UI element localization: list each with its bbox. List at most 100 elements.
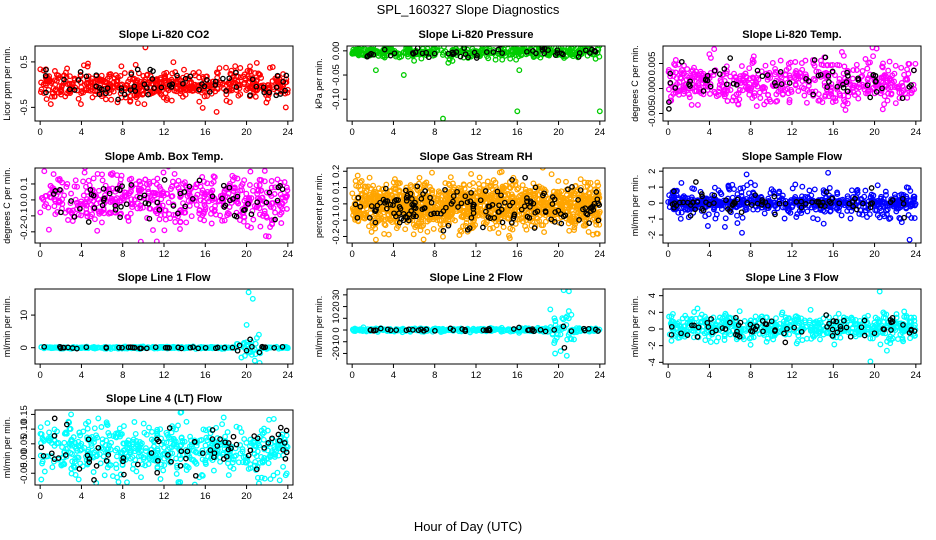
scatter-point: [557, 47, 564, 54]
scatter-point-black: [383, 205, 390, 212]
scatter-point: [568, 51, 574, 58]
scatter-point: [159, 202, 166, 209]
scatter-point: [879, 106, 886, 113]
scatter-point: [505, 192, 512, 199]
scatter-point: [675, 88, 682, 95]
scatter-point-black: [91, 205, 98, 211]
scatter-point-black: [162, 344, 169, 351]
scatter-point: [181, 179, 188, 186]
scatter-point-black: [182, 75, 189, 82]
scatter-point: [806, 187, 813, 194]
scatter-point-black: [414, 183, 421, 190]
scatter-point: [236, 85, 243, 92]
scatter-point-black: [672, 85, 679, 91]
scatter-point: [516, 67, 523, 74]
scatter-point: [815, 97, 822, 104]
scatter-point: [752, 195, 759, 201]
scatter-point: [169, 70, 176, 77]
scatter-point: [84, 213, 91, 220]
scatter-point-black: [366, 215, 373, 221]
scatter-point: [395, 180, 402, 187]
scatter-point-black: [154, 199, 161, 206]
scatter-point-black: [75, 77, 82, 83]
scatter-point: [479, 46, 486, 53]
x-tick-label: 0: [38, 127, 43, 138]
scatter-point-black: [707, 83, 714, 90]
scatter-point: [437, 221, 444, 228]
scatter-point-black: [77, 205, 83, 212]
scatter-point-black: [387, 52, 394, 59]
scatter-point: [850, 67, 857, 74]
scatter-point-black: [151, 85, 157, 91]
scatter-point: [550, 188, 557, 195]
scatter-point-black: [558, 220, 565, 227]
scatter-point: [158, 91, 165, 98]
scatter-point-black: [99, 202, 106, 209]
y-tick-label: -0.05: [331, 64, 342, 86]
scatter-point: [866, 211, 873, 218]
scatter-point: [440, 115, 446, 121]
scatter-point: [730, 94, 737, 100]
scatter-point: [98, 219, 105, 226]
scatter-point-black: [186, 183, 193, 190]
scatter-point: [502, 182, 509, 189]
scatter-point: [284, 86, 291, 93]
scatter-point-black: [582, 205, 589, 212]
scatter-point-black: [501, 199, 508, 206]
x-tick-label: 16: [828, 127, 839, 138]
scatter-point: [571, 224, 578, 231]
scatter-point: [37, 209, 44, 216]
scatter-point-black: [445, 222, 452, 229]
scatter-point: [721, 223, 728, 230]
scatter-point: [713, 93, 720, 100]
scatter-point: [774, 205, 781, 212]
scatter-point: [78, 90, 85, 97]
scatter-point: [405, 53, 412, 60]
scatter-point: [274, 79, 281, 86]
scatter-point-black: [196, 86, 202, 93]
scatter-point: [706, 51, 713, 58]
scatter-point: [812, 77, 818, 84]
scatter-point: [416, 174, 423, 181]
scatter-point: [154, 175, 161, 182]
scatter-point-black: [393, 213, 399, 220]
scatter-point-black: [431, 50, 438, 57]
scatter-point-black: [772, 211, 778, 218]
scatter-point-black: [533, 50, 539, 57]
x-tick-label: 20: [869, 127, 880, 138]
scatter-point: [433, 46, 440, 51]
scatter-point-black: [212, 345, 219, 352]
scatter-point: [761, 210, 768, 217]
scatter-point: [855, 95, 862, 102]
scatter-point: [513, 49, 520, 56]
scatter-point-black: [480, 224, 486, 231]
scatter-point: [99, 177, 106, 184]
scatter-point: [861, 193, 868, 200]
scatter-point: [163, 97, 170, 103]
scatter-point-black: [355, 194, 362, 201]
scatter-point: [757, 95, 764, 101]
scatter-point: [47, 190, 54, 197]
scatter-point-black: [405, 217, 412, 224]
x-tick-label: 20: [553, 127, 564, 138]
scatter-point: [49, 184, 56, 191]
scatter-point-black: [118, 203, 124, 210]
scatter-point-black: [693, 179, 699, 185]
scatter-point: [237, 187, 244, 194]
scatter-point: [226, 180, 233, 187]
data-points: [349, 168, 603, 243]
scatter-point: [256, 182, 263, 189]
scatter-point: [786, 99, 793, 106]
scatter-point: [782, 86, 789, 93]
scatter-point-black: [587, 50, 593, 56]
scatter-point-black: [118, 88, 125, 94]
scatter-point: [782, 71, 789, 78]
scatter-point: [566, 217, 573, 224]
scatter-point: [125, 78, 132, 85]
scatter-point: [886, 77, 893, 84]
y-tick-label: 0.1: [331, 181, 342, 194]
scatter-point-black: [280, 78, 287, 85]
scatter-point: [751, 90, 758, 97]
scatter-point-black: [87, 187, 94, 193]
scatter-point: [161, 227, 168, 234]
